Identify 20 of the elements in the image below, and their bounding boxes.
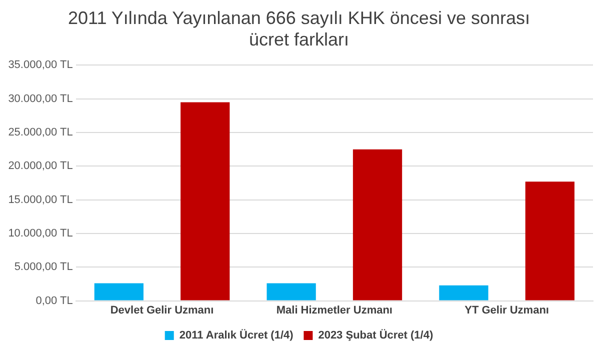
bar	[525, 182, 574, 300]
y-tick-label: 15.000,00 TL	[8, 194, 73, 206]
legend-label: 2011 Aralık Ücret (1/4)	[179, 328, 294, 342]
x-tick-label: Mali Hizmetler Uzmanı	[276, 304, 392, 316]
y-tick-label: 0,00 TL	[36, 294, 73, 307]
y-tick-label: 10.000,00 TL	[8, 228, 73, 240]
x-tick-label: YT Gelir Uzmanı	[464, 304, 549, 316]
bar	[94, 283, 144, 300]
y-tick-label: 5.000,00 TL	[14, 261, 73, 274]
chart-title: 2011 Yılında Yayınlanan 666 sayılı KHK öncesi ve sonrası ücret farkları	[68, 8, 530, 50]
y-tick-label: 25.000,00 TL	[8, 126, 73, 139]
bar	[266, 283, 316, 300]
bar	[352, 149, 402, 300]
y-tick-label: 35.000,00 TL	[8, 59, 73, 72]
bar	[180, 102, 230, 300]
y-tick-label: 30.000,00 TL	[8, 92, 73, 105]
x-tick-label: Devlet Gelir Uzmanı	[110, 304, 214, 316]
legend-label: 2023 Şubat Ücret (1/4)	[318, 328, 434, 342]
y-tick-label: 20.000,00 TL	[8, 160, 73, 172]
bar	[439, 285, 488, 300]
